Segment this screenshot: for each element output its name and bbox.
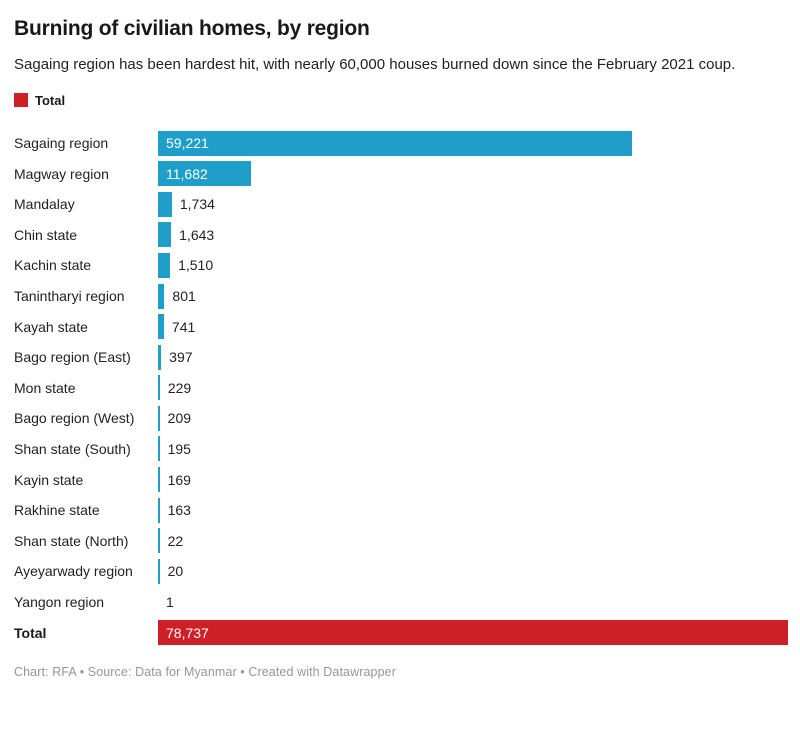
chart-row: Sagaing region 59,221 [14,128,788,159]
category-label: Bago region (East) [14,349,131,366]
bar [158,436,160,462]
value-label: 801 [172,288,196,305]
bar [158,375,160,401]
value-label: 11,682 [166,165,208,182]
bar [158,405,160,431]
bar-chart-rows: Sagaing region 59,221 Magway region 11,682 M… [14,128,788,648]
chart-row: Ayeyarwady region 20 [14,556,788,587]
bar-area: 1,734 [158,191,788,217]
legend-swatch-total [14,93,28,108]
category-label: Yangon region [14,593,105,610]
bar [158,252,171,278]
value-label: 1,643 [179,226,215,243]
bar: 59,221 [158,130,632,156]
bar: 11,682 [158,161,252,187]
category-label: Sagaing region [14,135,109,152]
bar-area: 169 [158,467,788,493]
category-label: Bago region (West) [14,410,135,427]
bar-area: 22 [158,528,788,554]
chart-row: Rakhine state 163 [14,495,788,526]
value-label: 78,737 [166,624,209,641]
bar-area: 163 [158,497,788,523]
category-label: Tanintharyi region [14,288,125,305]
bar-area: 20 [158,558,788,584]
chart-row: Shan state (North) 22 [14,525,788,556]
chart-row: Kayin state 169 [14,464,788,495]
bar-area: 195 [158,436,788,462]
value-label: 1 [166,593,174,610]
value-label: 209 [167,410,192,427]
bar-area: 1,643 [158,222,788,248]
bar-area: 78,737 [158,620,788,646]
bar-area: 1,510 [158,252,788,278]
category-label: Kachin state [14,257,92,274]
bar [158,467,160,493]
category-label: Shan state (North) [14,532,129,549]
chart-row: Mandalay 1,734 [14,189,788,220]
value-label: 1,734 [179,196,215,213]
chart-row: Tanintharyi region 801 [14,281,788,312]
bar [158,283,165,309]
category-label: Magway region [14,165,109,182]
bar-area: 741 [158,314,788,340]
value-label: 229 [167,379,192,396]
chart-row: Bago region (West) 209 [14,403,788,434]
value-label: 59,221 [166,135,209,152]
chart-row: Kayah state 741 [14,311,788,342]
value-label: 741 [171,318,196,335]
bar-area: 209 [158,405,788,431]
chart-row: Bago region (East) 397 [14,342,788,373]
bar [158,314,164,340]
chart-footer-attribution: Chart: RFA • Source: Data for Myanmar • … [14,664,396,679]
chart-title: Burning of civilian homes, by region [14,17,370,40]
value-label: 163 [167,502,191,519]
bar-area: 11,682 [158,161,788,187]
bar-area: 801 [158,283,788,309]
bar-area: 229 [158,375,788,401]
chart-row: Chin state 1,643 [14,220,788,251]
value-label: 20 [167,563,184,580]
bar [158,222,172,248]
category-label: Chin state [14,226,78,243]
bar-area: 1 [158,589,788,614]
bar-area: 397 [158,344,788,370]
value-label: 1,510 [178,257,214,274]
bar [158,558,160,584]
bar: 78,737 [158,620,788,646]
category-label: Shan state (South) [14,440,131,457]
value-label: 22 [167,532,184,549]
bar-area: 59,221 [158,130,788,156]
chart-row: Shan state (South) 195 [14,434,788,465]
category-label: Kayah state [14,318,88,335]
bar [158,344,162,370]
legend-label: Total [35,92,66,108]
bar [158,191,172,217]
category-label: Total [14,624,47,641]
chart-subtitle: Sagaing region has been hardest hit, wit… [14,56,736,74]
chart-row: Kachin state 1,510 [14,250,788,281]
bar [158,528,160,554]
value-label: 195 [167,440,191,457]
chart-row: Yangon region 1 [14,587,788,618]
category-label: Mon state [14,379,76,396]
chart-row: Mon state 229 [14,373,788,404]
chart-row: Total 78,737 [14,617,788,648]
category-label: Mandalay [14,196,75,213]
category-label: Kayin state [14,471,84,488]
legend: Total [14,93,788,108]
bar [158,497,160,523]
category-label: Ayeyarwady region [14,563,133,580]
chart-row: Magway region 11,682 [14,158,788,189]
category-label: Rakhine state [14,502,100,519]
value-label: 397 [169,349,193,366]
value-label: 169 [167,471,191,488]
